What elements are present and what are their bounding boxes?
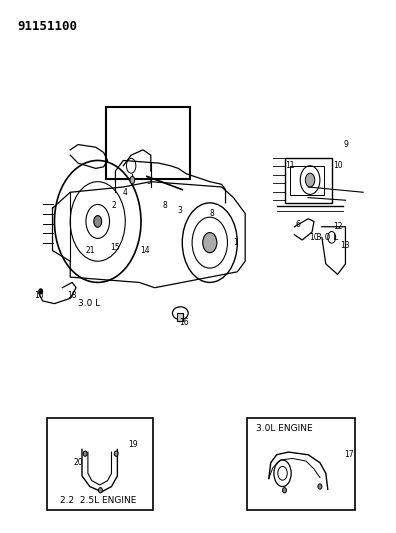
Text: 6: 6 — [296, 220, 301, 229]
Ellipse shape — [130, 176, 135, 184]
Text: 11: 11 — [286, 161, 295, 170]
Bar — [247, 418, 355, 511]
Text: 91151100: 91151100 — [17, 20, 77, 33]
Text: 8: 8 — [162, 201, 167, 210]
Text: 13: 13 — [341, 241, 350, 250]
Text: 14: 14 — [140, 246, 150, 255]
Ellipse shape — [282, 488, 286, 493]
Text: 19: 19 — [128, 440, 138, 449]
Text: 9: 9 — [343, 140, 348, 149]
Text: 18: 18 — [67, 291, 77, 300]
Text: 2: 2 — [111, 201, 116, 210]
Text: 4: 4 — [123, 188, 128, 197]
Text: 8: 8 — [209, 209, 214, 218]
Text: 1: 1 — [233, 238, 238, 247]
Text: 2.2  2.5L ENGINE: 2.2 2.5L ENGINE — [59, 496, 136, 505]
Text: 12: 12 — [333, 222, 343, 231]
Bar — [290, 166, 324, 195]
Ellipse shape — [318, 484, 322, 489]
Text: 20: 20 — [73, 458, 83, 467]
Text: 5: 5 — [147, 177, 151, 186]
Ellipse shape — [114, 451, 118, 456]
Text: 16: 16 — [179, 318, 189, 327]
Ellipse shape — [305, 173, 315, 187]
Bar — [47, 418, 153, 511]
Ellipse shape — [203, 232, 217, 253]
Text: 3.0L ENGINE: 3.0L ENGINE — [256, 424, 313, 433]
Ellipse shape — [83, 451, 87, 456]
Ellipse shape — [99, 488, 103, 493]
Text: 3.0 L: 3.0 L — [316, 233, 338, 242]
Text: 3: 3 — [178, 206, 183, 215]
Bar — [284, 158, 332, 203]
Bar — [106, 108, 190, 179]
Text: 21: 21 — [85, 246, 95, 255]
Ellipse shape — [94, 216, 102, 227]
Text: 10: 10 — [34, 291, 44, 300]
Text: 15: 15 — [110, 244, 120, 253]
Text: 10: 10 — [333, 161, 343, 170]
Bar — [177, 313, 183, 320]
Text: 10: 10 — [309, 233, 319, 242]
Text: 17: 17 — [345, 450, 354, 459]
Ellipse shape — [39, 289, 43, 294]
Text: 3.0 L: 3.0 L — [78, 299, 100, 308]
